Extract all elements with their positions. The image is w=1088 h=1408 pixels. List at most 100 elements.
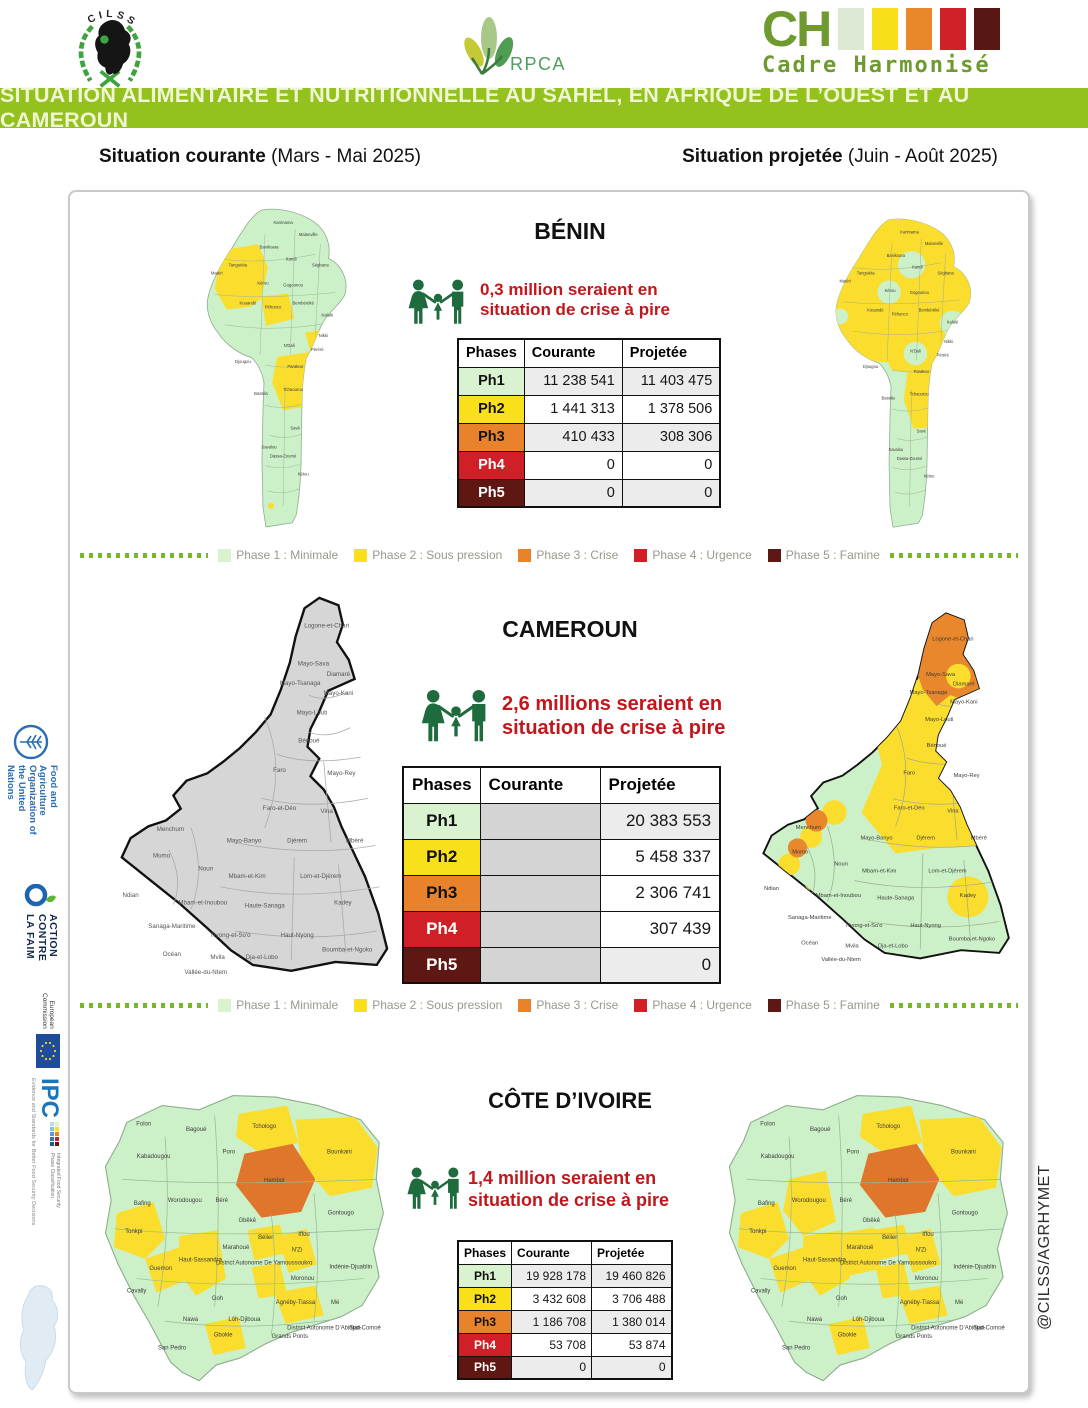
svg-text:Lom-et-Djérem: Lom-et-Djérem (300, 873, 341, 880)
ch-abbrev: CH (762, 1, 832, 57)
table-row: Ph4 307 439 (402, 910, 721, 948)
svg-text:Bounkani: Bounkani (951, 1150, 976, 1156)
svg-text:Bagoué: Bagoué (186, 1127, 207, 1133)
svg-text:Savè: Savè (290, 425, 300, 430)
svg-text:Malanville: Malanville (925, 241, 944, 246)
col-header-courante: Courante (479, 766, 601, 804)
eu-flag-icon (36, 1033, 60, 1068)
svg-text:Mayo-Louti: Mayo-Louti (925, 717, 953, 723)
legend-label: Phase 5 : Famine (785, 548, 880, 562)
svg-text:Nyong-et-So'o: Nyong-et-So'o (211, 932, 251, 939)
credit-text: @CILSS/AGRHYMET (1036, 1164, 1053, 1330)
col-header-phases: Phases (402, 766, 481, 804)
legend-label: Phase 5 : Famine (785, 998, 880, 1012)
svg-text:Boumba-et-Ngoko: Boumba-et-Ngoko (322, 947, 373, 954)
svg-text:Djérem: Djérem (287, 838, 307, 845)
svg-text:Dja-et-Lobo: Dja-et-Lobo (246, 954, 279, 961)
acf-logo: ACTION CONTRE LA FAIM (12, 884, 59, 962)
svg-text:Faro: Faro (273, 767, 286, 774)
svg-text:Iffou: Iffou (298, 1232, 309, 1238)
svg-text:Kandi: Kandi (286, 256, 297, 261)
svg-text:Folon: Folon (136, 1121, 151, 1127)
svg-text:Mbéré: Mbéré (971, 836, 987, 842)
svg-text:Bafing: Bafing (758, 1201, 775, 1207)
wreath-stem (99, 69, 121, 88)
legend-label: Phase 3 : Crise (536, 548, 619, 562)
svg-text:Djougou: Djougou (863, 364, 878, 369)
svg-text:Tchologo: Tchologo (876, 1124, 900, 1130)
svg-text:Hambol: Hambol (888, 1178, 908, 1184)
svg-text:Marahoué: Marahoué (223, 1245, 250, 1251)
svg-text:Pèrèrè: Pèrèrè (311, 347, 324, 352)
svg-text:Noun: Noun (198, 866, 213, 873)
svg-text:Karimama: Karimama (900, 230, 919, 235)
africa-watermark (19, 1285, 59, 1391)
svg-text:Vallée-du-Ntem: Vallée-du-Ntem (185, 969, 228, 976)
col-header-phases: Phases (457, 1240, 513, 1265)
svg-text:Mbam-et-Inoubou: Mbam-et-Inoubou (178, 900, 227, 907)
ch-square-phase2 (872, 8, 899, 50)
svg-text:Mayo-Banyo: Mayo-Banyo (227, 838, 262, 845)
col-header-courante: Courante (511, 1240, 593, 1265)
svg-text:Matéri: Matéri (211, 270, 223, 275)
svg-text:Vina: Vina (947, 808, 959, 814)
svg-text:Mayo-Tsanaga: Mayo-Tsanaga (280, 680, 321, 687)
map-civ-projected: Folon Bagoué Kabadougou Poro Tchologo Bounkan… (728, 1095, 1008, 1382)
svg-text:Indénie-Djuablin: Indénie-Djuablin (329, 1265, 372, 1271)
sahel-dot (100, 35, 109, 44)
table-row: Ph3 410 433 308 306 (457, 422, 721, 452)
svg-text:Ségbana: Ségbana (937, 270, 954, 275)
svg-text:Kalalé: Kalalé (947, 319, 959, 324)
family-icon (408, 279, 464, 324)
svg-text:Ndian: Ndian (123, 892, 140, 899)
svg-text:Haute-Sanaga: Haute-Sanaga (245, 902, 285, 909)
svg-text:Haut-Nyong: Haut-Nyong (281, 932, 315, 939)
svg-text:Mvila: Mvila (845, 943, 859, 949)
svg-text:Gogounou: Gogounou (910, 290, 929, 295)
svg-text:Kouandé: Kouandé (867, 308, 884, 313)
ipc-note: Integrated Food Security Phase Classific… (49, 1153, 61, 1208)
map-cameroun-projected: Logone-et-Chari Mayo-Sava Diamaré Mayo-Tsan… (762, 612, 1010, 963)
leaf-pale (481, 17, 497, 59)
svg-text:Ségbana: Ségbana (312, 262, 330, 267)
svg-text:Bélier: Bélier (258, 1235, 273, 1241)
leaf-yellow (464, 37, 484, 67)
svg-text:Grands Ponts: Grands Ponts (272, 1334, 308, 1340)
svg-text:Malanville: Malanville (299, 232, 318, 237)
svg-text:Péhunco: Péhunco (265, 305, 282, 310)
svg-text:Worodougou: Worodougou (168, 1198, 202, 1204)
svg-text:Haute-Sanaga: Haute-Sanaga (877, 896, 915, 902)
svg-text:Diamaré: Diamaré (327, 671, 351, 678)
svg-text:Bembéréké: Bembéréké (292, 301, 314, 306)
legend-swatch-phase1 (218, 998, 232, 1012)
ch-square-phase5 (974, 8, 1001, 50)
legend-dotted-line (889, 1002, 1019, 1008)
legend-label: Phase 3 : Crise (536, 998, 619, 1012)
svg-text:Mayo-Rey: Mayo-Rey (327, 770, 356, 777)
svg-text:Tonkpi: Tonkpi (749, 1229, 766, 1235)
table-row: Ph3 1 186 708 1 380 014 (457, 1309, 673, 1334)
svg-text:Savè: Savè (917, 429, 927, 434)
svg-text:Iffou: Iffou (922, 1232, 933, 1238)
svg-text:Béré: Béré (215, 1198, 228, 1204)
svg-text:Boumba-et-Ngoko: Boumba-et-Ngoko (949, 937, 995, 943)
table-row: Ph2 1 441 313 1 378 506 (457, 394, 721, 424)
section-title-cote-divoire: CÔTE D’IVOIRE (488, 1088, 652, 1113)
svg-text:Sanaga-Maritime: Sanaga-Maritime (148, 923, 196, 930)
svg-text:Pèrèrè: Pèrèrè (937, 352, 950, 357)
svg-text:Agnéby-Tiassa: Agnéby-Tiassa (276, 1300, 316, 1306)
phase-table-benin: Phases Courante Projetée Ph1 11 238 541 … (457, 338, 722, 508)
svg-text:Kadey: Kadey (334, 900, 352, 907)
svg-text:Mbam-et-Kim: Mbam-et-Kim (862, 868, 897, 874)
period-current-range: (Mars - Mai 2025) (265, 146, 421, 167)
svg-text:Bénoué: Bénoué (927, 743, 947, 749)
svg-text:N'Dali: N'Dali (284, 343, 295, 348)
svg-text:Karimama: Karimama (273, 220, 293, 225)
svg-text:Marahoué: Marahoué (847, 1245, 874, 1251)
ipc-tagline: Evidence and Standards for Better Food S… (30, 1078, 37, 1226)
map-benin-projected: Karimama Malanville Banikoara Kandi Ségbana T… (835, 218, 971, 528)
col-header-projetee: Projetée (591, 1240, 673, 1265)
svg-text:Kalalé: Kalalé (322, 313, 334, 318)
family-icon (421, 689, 486, 742)
family-icon (407, 1167, 459, 1209)
